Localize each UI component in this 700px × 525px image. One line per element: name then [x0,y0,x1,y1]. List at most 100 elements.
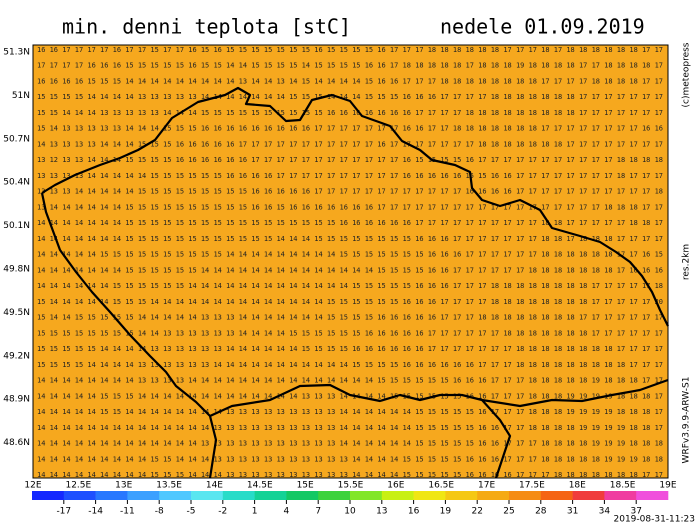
value-row: 15 15 15 15 14 14 14 14 13 13 13 13 13 1… [37,93,663,101]
colorbar-label: 7 [315,507,321,517]
lon-label: 12E [24,481,41,491]
lat-label: 49.8N [3,265,30,275]
lon-label: 18.5E [610,481,636,491]
colorbar-segment [636,491,669,500]
colorbar-label: 16 [408,507,420,517]
border-line [41,86,669,327]
lat-label: 50.7N [3,134,30,144]
model: WRFv3.9.9-ARW-S1 [682,377,692,464]
colorbar-segment [604,491,637,500]
lon-label: 19E [659,481,676,491]
value-row: 16 16 17 17 17 17 16 17 17 15 17 17 16 1… [37,46,663,54]
map-date: nedele 01.09.2019 [440,15,645,39]
lon-label: 17.5E [519,481,545,491]
value-row: 13 12 13 13 14 14 14 15 15 15 15 16 16 1… [37,156,663,164]
lat-label: 48.6N [3,438,30,448]
value-row: 16 16 16 16 15 15 15 14 14 14 14 14 14 1… [37,77,663,85]
colorbar-label: 34 [599,507,611,517]
colorbar-segment [381,491,414,500]
value-row: 14 14 14 14 14 14 14 14 14 15 15 14 14 1… [37,455,663,463]
colorbar-label: 37 [630,507,641,517]
lon-label: 16E [387,481,404,491]
colorbar-segment [63,491,96,500]
timestamp: 2019-08-31-11:23 [614,515,696,525]
colorbar: -17 -14 -11 -8 -5 -2 1 4 7 10 13 16 19 22 25 28 31 34 37 [32,491,669,517]
colorbar-segment [318,491,351,500]
colorbar-segment [254,491,287,500]
colorbar-label: -5 [187,507,196,517]
value-row: 14 14 14 14 14 14 15 15 15 15 15 15 14 1… [37,282,663,290]
colorbar-segment [191,491,224,500]
value-row: 15 14 14 14 14 14 15 15 15 14 14 14 14 1… [37,298,663,306]
colorbar-segment [159,491,192,500]
value-row: 15 15 14 14 14 13 13 13 13 13 14 14 14 1… [37,109,663,117]
value-row: 14 13 13 13 13 14 14 14 15 15 15 16 16 1… [37,140,663,148]
value-row: 14 14 14 14 14 14 14 15 15 15 15 15 15 1… [37,266,663,274]
lat-labels: 51.3N 51N 50.7N 50.4N 50.1N 49.8N 49.5N 49.2N 48… [3,48,30,449]
lon-label: 15.5E [338,481,364,491]
lon-label: 16.5E [428,481,454,491]
value-row: 14 14 14 14 14 14 14 14 14 15 15 15 14 1… [37,471,663,479]
lon-labels: 12E 12.5E 13E 13.5E 14E 14.5E 15E 15.5E 16E 16.5E… [24,481,676,491]
border-line [481,378,669,408]
value-row: 14 14 14 14 14 15 15 14 14 14 14 14 14 1… [37,408,663,416]
colorbar-label: -11 [120,507,135,517]
lat-label: 48.9N [3,395,30,405]
colorbar-segment [350,491,383,500]
value-row: 14 14 14 14 14 14 14 14 14 14 14 14 14 1… [37,424,663,432]
border-line [209,383,512,479]
lon-label: 15E [297,481,314,491]
value-row: 15 14 13 13 13 13 13 14 14 14 15 15 15 1… [37,125,663,133]
value-row: 14 14 14 14 14 15 15 15 15 15 15 15 15 1… [37,251,663,259]
value-row: 14 14 14 14 14 14 14 15 15 15 15 15 15 1… [37,219,663,227]
resolution: res.2km [682,244,692,280]
value-row: 13 14 14 14 14 14 14 15 15 15 15 15 15 1… [37,203,663,211]
colorbar-segment [540,491,573,500]
colorbar-segment [32,491,65,500]
value-row: 14 14 14 14 14 14 14 15 15 15 15 15 15 1… [37,235,663,243]
lat-label: 49.5N [3,308,30,318]
map-field [32,44,669,479]
copyright: (c)meteopress [682,42,692,107]
lat-label: 50.1N [3,221,30,231]
value-row: 13 13 13 14 14 14 14 14 15 15 15 15 15 1… [37,188,663,196]
colorbar-label: -2 [218,507,227,517]
value-row: 13 13 13 13 14 14 14 14 14 15 15 15 15 1… [37,172,663,180]
lon-label: 14.5E [247,481,273,491]
colorbar-segment [572,491,605,500]
colorbar-label: -14 [88,507,103,517]
borders [40,86,669,479]
value-row: 14 14 14 14 14 14 14 14 13 13 13 13 14 1… [37,377,663,385]
value-row: 15 15 15 15 15 14 14 14 14 13 13 13 13 1… [37,345,663,353]
lon-label: 17E [478,481,495,491]
lat-label: 51N [12,91,30,101]
lon-label: 13E [115,481,132,491]
colorbar-label: 19 [440,507,452,517]
colorbar-segment [477,491,510,500]
value-row: 14 14 14 14 14 15 15 15 14 14 14 14 14 1… [37,392,663,400]
border-line [40,192,218,479]
colorbar-label: -8 [155,507,164,517]
colorbar-segment [413,491,446,500]
lon-label: 12.5E [65,481,91,491]
colorbar-segment [509,491,542,500]
lat-label: 50.4N [3,178,30,188]
value-row: 14 14 14 14 14 14 14 14 14 14 14 14 14 1… [37,440,663,448]
colorbar-label: 28 [535,507,547,517]
lat-label: 49.2N [3,351,30,361]
colorbar-label: 4 [284,507,290,517]
colorbar-label: 1 [252,507,258,517]
colorbar-segment [286,491,319,500]
colorbar-segment [445,491,478,500]
colorbar-label: 13 [376,507,387,517]
colorbar-segment [95,491,128,500]
value-row: 17 17 17 17 16 16 16 15 15 15 15 15 16 1… [37,62,663,70]
value-row: 15 14 14 15 15 15 15 15 14 14 14 14 14 1… [37,314,663,322]
lat-label: 51.3N [3,48,30,58]
value-grid: 16 16 17 17 17 17 16 17 17 15 17 17 16 1… [37,46,663,479]
colorbar-label: 10 [344,507,356,517]
colorbar-segment [127,491,160,500]
lon-label: 14E [206,481,223,491]
colorbar-label: 25 [503,507,514,517]
